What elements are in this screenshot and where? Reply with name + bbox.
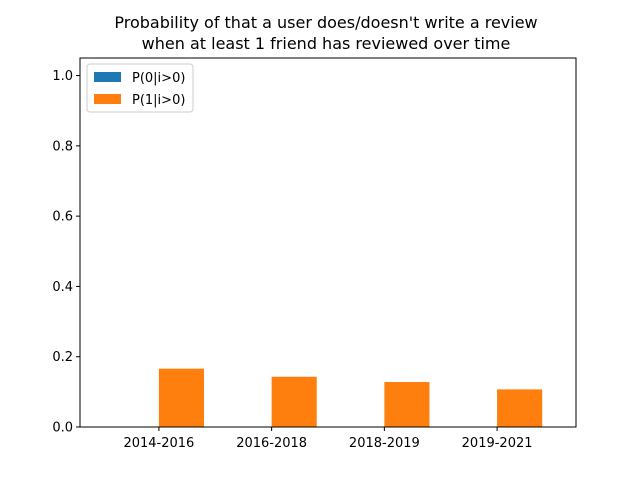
bar-series2-2016-2018 bbox=[271, 376, 317, 427]
x-tick-label: 2014-2016 bbox=[123, 436, 194, 451]
x-tick-label: 2016-2018 bbox=[236, 436, 307, 451]
bars-layer bbox=[158, 368, 543, 427]
y-tick-label: 0.8 bbox=[52, 139, 73, 154]
bar-series2-2018-2019 bbox=[384, 382, 430, 427]
y-tick-label: 1.0 bbox=[52, 69, 73, 84]
chart-title-line2: when at least 1 friend has reviewed over… bbox=[142, 34, 511, 53]
y-axis: 0.0 0.2 0.4 0.6 0.8 1.0 bbox=[52, 69, 80, 436]
chart-title-line1: Probability of that a user does/doesn't … bbox=[114, 13, 537, 32]
legend-label-1: P(0|i>0) bbox=[132, 71, 185, 86]
legend-swatch-1 bbox=[94, 72, 121, 82]
bar-series2-2014-2016 bbox=[158, 368, 204, 427]
legend-label-2: P(1|i>0) bbox=[132, 93, 185, 108]
x-tick-label: 2018-2019 bbox=[349, 436, 420, 451]
x-tick-label: 2019-2021 bbox=[462, 436, 533, 451]
bar-series2-2019-2021 bbox=[497, 389, 543, 427]
y-tick-label: 0.6 bbox=[52, 210, 73, 225]
y-tick-label: 0.0 bbox=[52, 421, 73, 436]
y-tick-label: 0.4 bbox=[52, 280, 73, 295]
x-axis: 2014-2016 2016-2018 2018-2019 2019-2021 bbox=[123, 427, 533, 451]
legend: P(0|i>0) P(1|i>0) bbox=[86, 63, 194, 113]
y-tick-label: 0.2 bbox=[52, 350, 73, 365]
plot-frame bbox=[79, 57, 577, 428]
legend-swatch-2 bbox=[94, 94, 121, 104]
